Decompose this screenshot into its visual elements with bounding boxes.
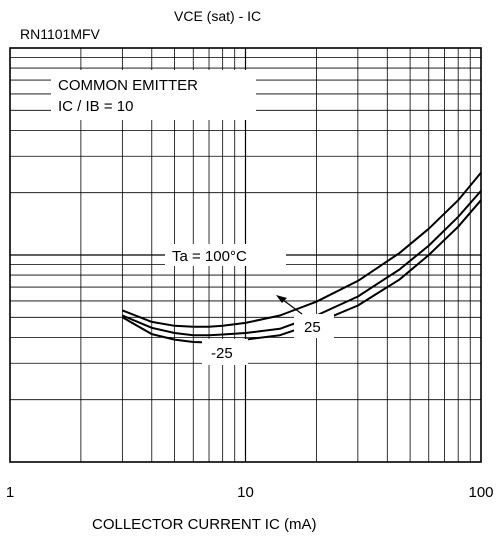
condition-common-emitter: COMMON EMITTER	[58, 77, 198, 94]
label-m25-box	[202, 339, 248, 365]
x-axis-label: COLLECTOR CURRENT IC (mA)	[92, 516, 316, 533]
label-25: 25	[304, 319, 321, 336]
part-number: RN1101MFV	[20, 26, 101, 42]
condition-ic-ib: IC / IB = 10	[58, 98, 133, 115]
series-line-1	[122, 190, 482, 337]
x-tick-labels: 1 10 100	[6, 484, 494, 501]
chart-title: VCE (sat) - IC	[174, 8, 261, 24]
label-minus-25: -25	[211, 345, 233, 362]
label-100-box	[165, 244, 286, 266]
series-line-0	[122, 171, 482, 328]
label-25-arrowhead	[276, 295, 287, 303]
series-group	[121, 171, 482, 344]
series-line-2	[121, 199, 482, 344]
label-25-box	[294, 314, 334, 338]
x-tick-label: 10	[237, 484, 254, 501]
x-tick-label: 100	[468, 484, 493, 501]
label-ta-100: Ta = 100°C	[172, 248, 247, 265]
condition-box	[51, 70, 256, 120]
x-tick-label: 1	[6, 484, 14, 501]
plot-frame	[9, 47, 482, 463]
